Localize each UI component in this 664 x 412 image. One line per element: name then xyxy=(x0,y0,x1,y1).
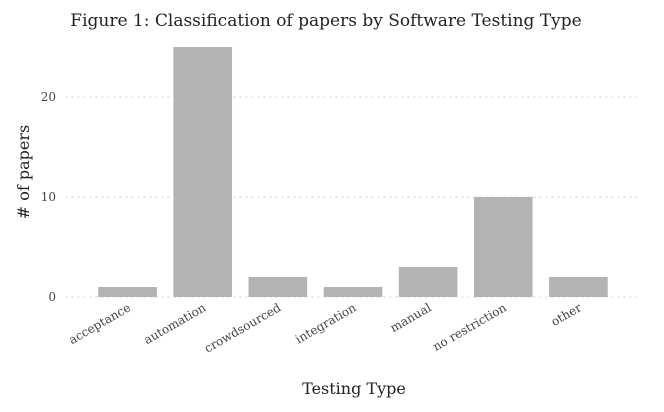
bars xyxy=(98,47,608,297)
bar-integration xyxy=(323,287,383,297)
bar-acceptance xyxy=(98,287,157,297)
y-tick-label: 10 xyxy=(41,190,56,204)
y-tick-labels: 0 10 20 xyxy=(41,90,56,304)
chart-title: Figure 1: Classification of papers by So… xyxy=(70,11,581,31)
x-tick-label: acceptance xyxy=(66,300,133,347)
x-tick-label: manual xyxy=(388,300,434,335)
x-axis-title: Testing Type xyxy=(302,379,406,398)
bar-automation xyxy=(173,47,233,297)
grid-lines xyxy=(65,96,643,298)
x-tick-label: automation xyxy=(141,300,208,347)
y-tick-label: 0 xyxy=(48,290,56,304)
bar-no-restriction xyxy=(473,197,533,297)
x-tick-label: no restriction xyxy=(430,300,509,354)
bar-other xyxy=(549,277,608,297)
bar-crowdsourced xyxy=(248,277,308,297)
y-tick-label: 20 xyxy=(41,90,56,104)
bar-manual xyxy=(398,267,458,297)
y-axis-title: # of papers xyxy=(14,125,33,219)
x-tick-label: crowdsourced xyxy=(202,300,284,355)
x-tick-label: integration xyxy=(293,300,359,346)
x-tick-label: other xyxy=(549,300,584,329)
